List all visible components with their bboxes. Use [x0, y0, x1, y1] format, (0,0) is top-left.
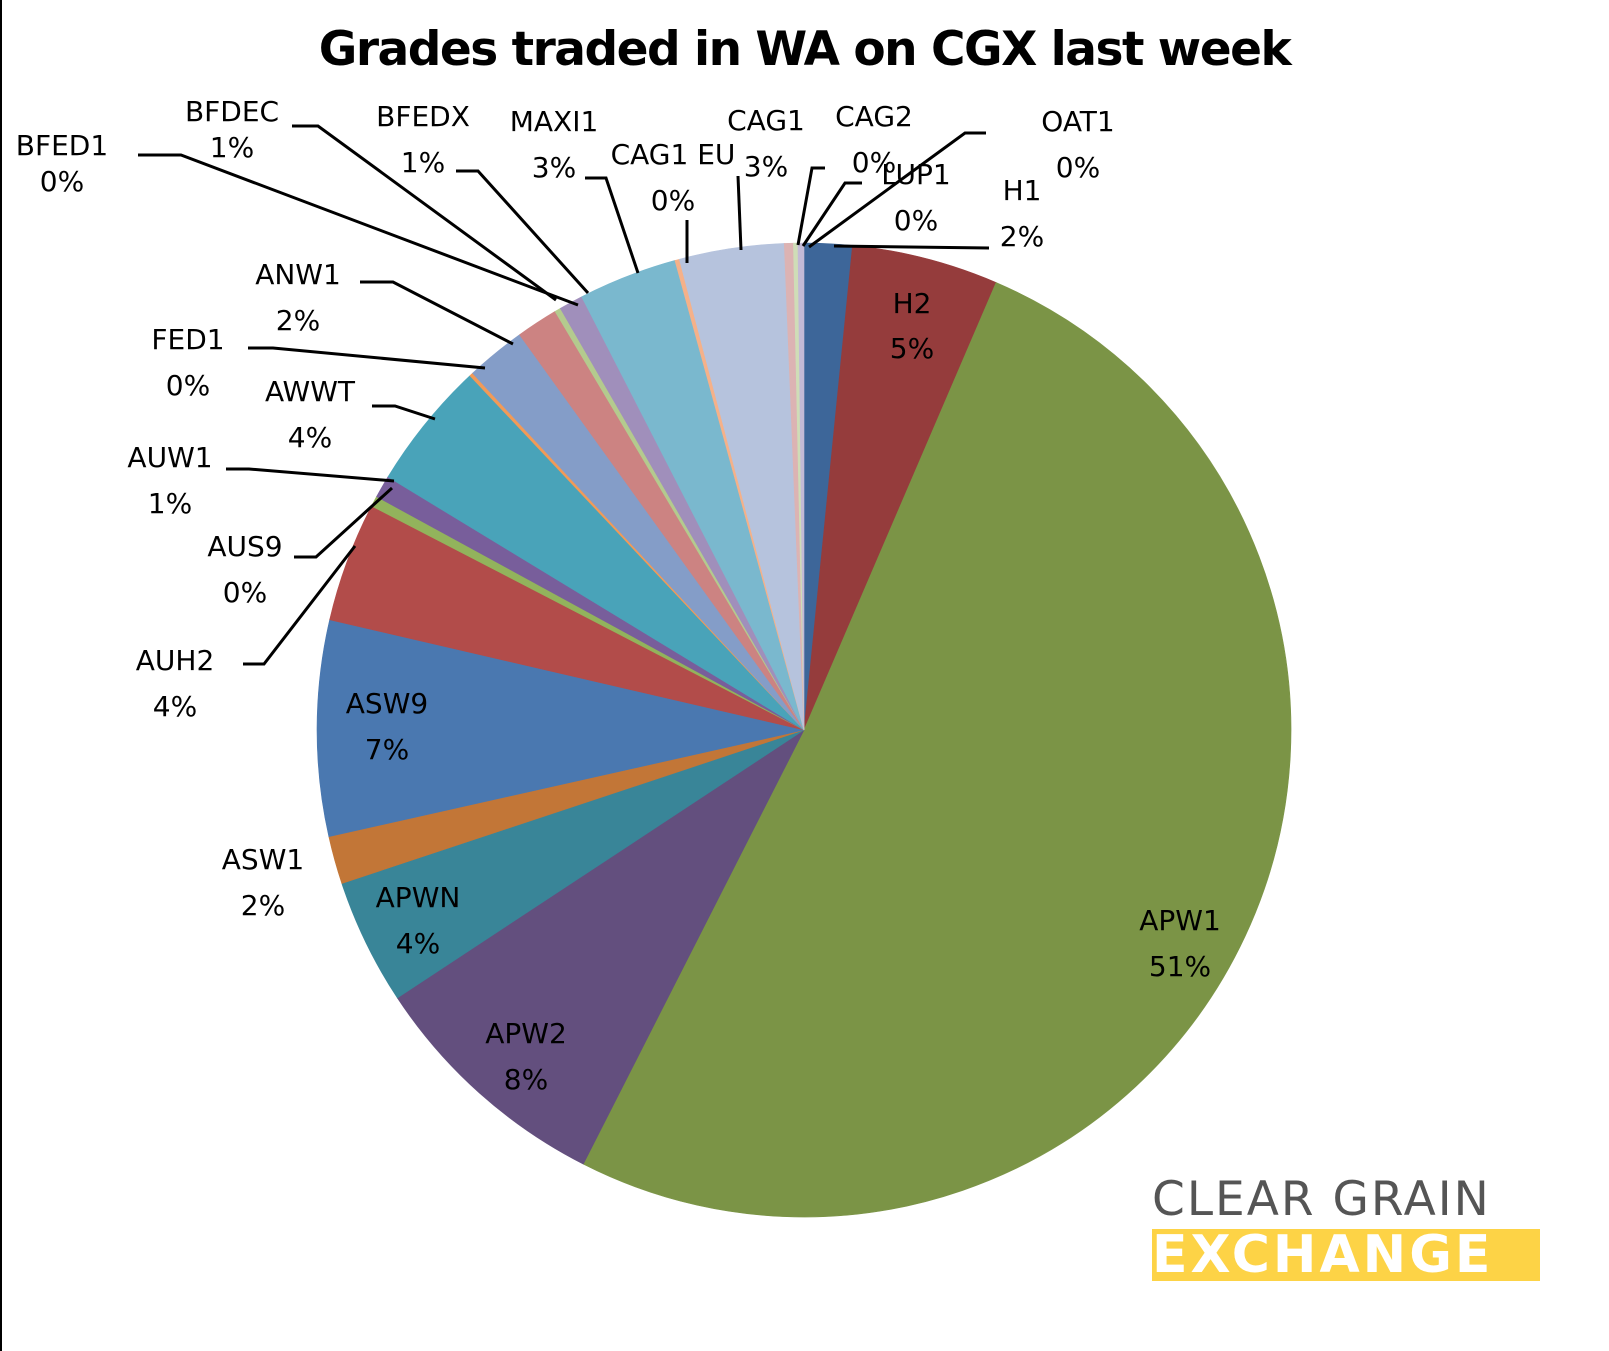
pie-slices: [316, 242, 1292, 1218]
label-maxi1: MAXI1 3%: [510, 105, 599, 184]
label-cag1eu: CAG1 EU 0%: [611, 138, 736, 217]
label-asw1: ASW1 2%: [222, 843, 304, 922]
leader-line-maxi1: [585, 176, 640, 274]
label-bfdec: BFDEC 1%: [185, 95, 279, 164]
leader-line-cag1: [736, 175, 743, 251]
clear-grain-exchange-logo: CLEAR GRAIN EXCHANGE: [1152, 1175, 1542, 1281]
leader-line-cag2: [796, 166, 825, 246]
label-bfed1: BFED1 0%: [16, 129, 108, 198]
leader-line-fed1: [248, 346, 486, 370]
leader-line-bfedx: [456, 169, 590, 295]
leader-line-aus9: [294, 486, 394, 559]
pie-slice-apw2: [396, 729, 805, 1165]
label-apw2: APW2 8%: [485, 1017, 567, 1096]
label-oat1: OAT1 0%: [1041, 105, 1114, 184]
pie-slice-apw1: [582, 282, 1292, 1218]
label-apw1: APW1 51%: [1139, 904, 1221, 983]
logo-line-1: CLEAR GRAIN: [1152, 1172, 1491, 1227]
leader-line-bfdec: [292, 124, 557, 302]
leader-line-lup1: [801, 181, 862, 247]
leader-line-awwt: [372, 404, 436, 421]
logo-line-2: EXCHANGE: [1152, 1229, 1540, 1281]
label-h1: H1 2%: [1000, 174, 1044, 253]
pie-slice-asw9: [316, 619, 805, 838]
label-awwt: AWWT 4%: [265, 375, 356, 454]
label-auh2: AUH2 4%: [136, 644, 215, 723]
leader-line-anw1: [360, 280, 514, 346]
label-cag2: CAG2 0%: [835, 100, 913, 179]
label-aus9: AUS9 0%: [207, 530, 282, 609]
label-fed1: FED1 0%: [151, 323, 224, 402]
chart-title: Grades traded in WA on CGX last week: [318, 22, 1292, 77]
label-cag1: CAG1 3%: [727, 104, 805, 183]
leader-line-h1: [833, 244, 990, 250]
leader-line-oat1: [808, 131, 986, 249]
label-anw1: ANW1 2%: [255, 258, 341, 337]
label-lup1: LUP1 0%: [881, 158, 950, 237]
label-asw9: ASW9 7%: [346, 687, 428, 766]
leader-line-auw1: [226, 467, 395, 483]
label-h2: H2 5%: [890, 287, 934, 365]
label-auw1: AUW1 1%: [127, 441, 212, 520]
leader-lines: [138, 124, 990, 666]
label-apwn: APWN 4%: [376, 881, 461, 960]
label-bfedx: BFEDX 1%: [376, 100, 470, 179]
leader-line-bfed1: [138, 153, 579, 307]
leader-line-auh2: [243, 545, 357, 666]
